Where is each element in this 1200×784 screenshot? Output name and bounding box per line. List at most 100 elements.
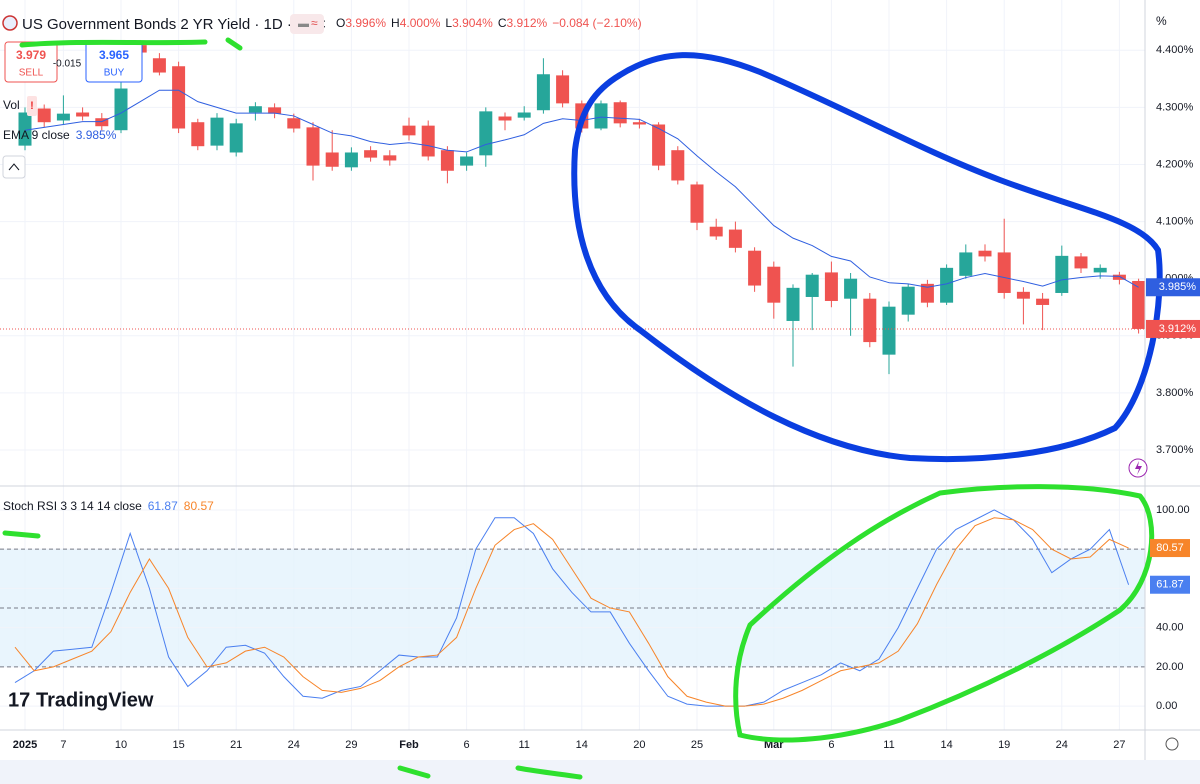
candle-body <box>421 125 435 157</box>
x-tick-label: 25 <box>691 739 703 751</box>
buy-label: BUY <box>104 68 125 79</box>
stoch-line <box>14 509 1130 707</box>
candle-body <box>37 108 51 123</box>
x-tick-label: 11 <box>883 739 894 751</box>
candle-body <box>767 266 781 303</box>
candle-body <box>882 306 896 355</box>
candle-body <box>402 125 416 136</box>
candle-body <box>1093 267 1107 273</box>
compare-icon[interactable] <box>290 14 324 34</box>
price-tag-label: 3.912% <box>1159 323 1197 335</box>
plot <box>0 0 1146 730</box>
candle-body <box>748 250 762 286</box>
ohlc-legend: O3.996% H4.000% L3.904% C3.912% −0.084 (−2.1… <box>336 16 642 30</box>
candle-body <box>56 113 70 121</box>
candle-body <box>268 107 282 114</box>
icon-glyph: ! <box>30 100 34 112</box>
y-tick-label: 3.800% <box>1156 387 1194 399</box>
candle-body <box>18 112 32 146</box>
candle-body <box>517 112 531 118</box>
candle-body <box>1016 291 1030 299</box>
ohlc-key: O <box>336 16 345 30</box>
candle-body <box>1074 256 1088 269</box>
y-tick-label: 4.400% <box>1156 44 1194 56</box>
candle-body <box>940 267 954 303</box>
candle-body <box>594 103 608 129</box>
annotation-underline <box>397 765 583 780</box>
x-tick-label: 2025 <box>13 739 37 751</box>
ema-name: EMA 9 close <box>3 128 70 142</box>
candle-body <box>1036 298 1050 305</box>
buy-price: 3.965 <box>99 48 129 62</box>
collapse-button[interactable] <box>2 155 26 179</box>
candle-body <box>632 122 646 125</box>
bolt-glyph <box>1135 461 1142 475</box>
candle-body <box>844 278 858 299</box>
candle-body <box>383 155 397 161</box>
candle-body <box>191 122 205 147</box>
ohlc-key: C <box>498 16 507 30</box>
x-tick-label: 15 <box>172 739 184 751</box>
stoch-line <box>14 517 1129 707</box>
stoch-name: Stoch RSI 3 3 14 14 close <box>3 499 142 513</box>
candle-body <box>709 226 723 237</box>
spread: -0.015 <box>53 59 82 70</box>
candle-body <box>978 250 992 257</box>
x-tick-label: 6 <box>828 739 834 751</box>
y-tick-label: 4.200% <box>1156 158 1194 170</box>
x-tick-label: 24 <box>1056 739 1068 751</box>
ohlc-value: 4.000% <box>400 16 441 30</box>
ohlc-value: 3.996% <box>345 16 386 30</box>
x-tick-label: 21 <box>230 739 242 751</box>
candle-body <box>210 117 224 146</box>
candle-body <box>959 252 973 276</box>
candle-body <box>306 127 320 166</box>
annotation-underline <box>19 37 243 51</box>
candle-body <box>536 74 550 111</box>
value-tag <box>1150 539 1190 558</box>
candle-body <box>364 150 378 158</box>
x-tick-label: 11 <box>518 739 529 751</box>
chevron-icon <box>8 163 20 171</box>
x-tick-label: 10 <box>115 739 127 751</box>
candle-body <box>498 116 512 121</box>
ohlc-key: L <box>445 16 452 30</box>
candle-body <box>1132 280 1146 329</box>
candle-body <box>556 75 570 104</box>
unit-label: % <box>1156 14 1167 28</box>
candle-body <box>824 272 838 301</box>
ohlc-value: 3.904% <box>452 16 493 30</box>
vol-label: Vol <box>3 98 20 112</box>
candle-body <box>786 287 800 321</box>
settings-icon[interactable] <box>1165 737 1179 751</box>
candle-body <box>1055 255 1069 293</box>
ema-label: EMA 9 close 3.985% <box>3 128 117 142</box>
logo-mark: 17 <box>8 689 30 711</box>
price-tags: 3.985% 3.912% 61.87 80.57 <box>1146 278 1200 594</box>
ohlc-key: H <box>391 16 400 30</box>
candle-body <box>440 150 454 171</box>
icon-glyph: ≈ <box>311 16 318 30</box>
x-tick-label: 20 <box>633 739 645 751</box>
candle-body <box>479 111 493 156</box>
flag-icon <box>2 15 18 31</box>
x-tick-label: 14 <box>940 739 952 751</box>
candle-body <box>805 274 819 297</box>
sell-price: 3.979 <box>16 48 46 62</box>
price-tag <box>1146 319 1200 338</box>
candle-body <box>76 112 90 117</box>
candle-body <box>997 252 1011 293</box>
candle-body <box>613 102 627 124</box>
y-tick-label: 0.00 <box>1156 700 1177 712</box>
candle-body <box>344 152 358 168</box>
price-tag <box>1146 278 1200 297</box>
warning-icon[interactable] <box>27 96 37 116</box>
symbol-title[interactable]: US Government Bonds 2 YR Yield · 1D · TV… <box>22 16 326 33</box>
candle-body <box>901 286 915 315</box>
x-tick-label: 27 <box>1113 739 1125 751</box>
stoch-d-value: 80.57 <box>184 499 214 513</box>
candle-body <box>920 283 934 303</box>
candle-body <box>248 106 262 113</box>
candle-body <box>229 123 243 153</box>
